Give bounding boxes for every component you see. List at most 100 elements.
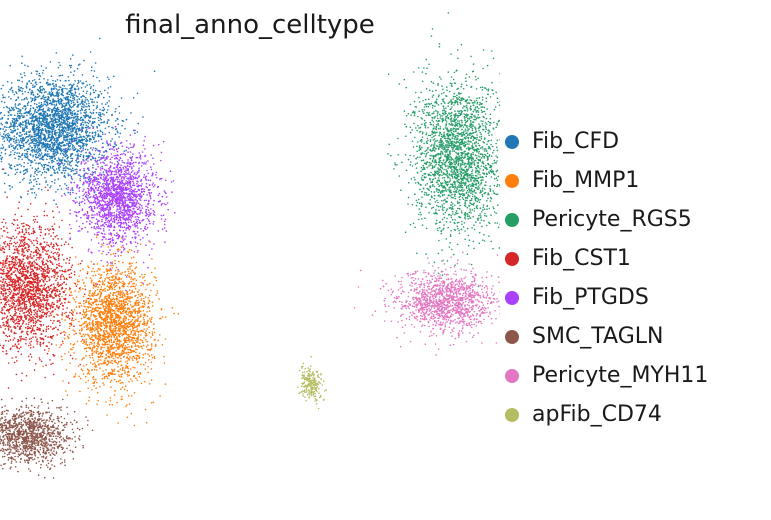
- data-point: [109, 397, 112, 399]
- data-point: [72, 147, 74, 150]
- data-point: [492, 93, 495, 95]
- data-point: [87, 125, 89, 128]
- data-point: [71, 114, 74, 117]
- data-point: [138, 311, 140, 314]
- data-point: [33, 192, 36, 194]
- data-point: [22, 124, 24, 126]
- data-point: [50, 160, 53, 162]
- data-point: [17, 97, 20, 99]
- data-point: [65, 135, 68, 137]
- data-point: [107, 360, 110, 362]
- data-point: [164, 383, 167, 385]
- data-point: [133, 309, 136, 312]
- data-point: [38, 74, 40, 77]
- data-point: [83, 169, 85, 172]
- data-point: [47, 134, 50, 136]
- data-point: [134, 332, 137, 335]
- data-point: [33, 128, 35, 131]
- data-point: [39, 87, 41, 89]
- data-point: [59, 133, 62, 135]
- data-point: [110, 321, 113, 324]
- data-point: [89, 51, 92, 53]
- data-point: [73, 149, 76, 151]
- data-point: [60, 188, 63, 190]
- data-point: [140, 299, 142, 302]
- data-point: [97, 360, 99, 363]
- data-point: [49, 145, 52, 148]
- data-point: [151, 333, 154, 335]
- data-point: [129, 292, 132, 295]
- data-point: [26, 83, 28, 86]
- data-point: [89, 346, 91, 349]
- data-point: [84, 109, 86, 112]
- data-point: [110, 264, 112, 267]
- data-point: [102, 334, 104, 337]
- data-point: [104, 295, 107, 298]
- data-point: [34, 131, 36, 134]
- data-point: [91, 141, 94, 144]
- data-point: [89, 98, 92, 100]
- data-point: [147, 344, 149, 346]
- data-point: [132, 279, 134, 281]
- data-point: [17, 164, 19, 166]
- data-point: [92, 339, 94, 341]
- data-point: [130, 340, 132, 342]
- data-point: [132, 283, 134, 285]
- data-point: [15, 145, 17, 148]
- data-point: [103, 182, 105, 185]
- data-point: [38, 140, 40, 142]
- data-point: [120, 254, 122, 257]
- data-point: [143, 320, 146, 323]
- data-point: [139, 295, 141, 298]
- data-point: [49, 83, 52, 86]
- data-point: [55, 154, 58, 156]
- data-point: [67, 142, 70, 144]
- data-point: [75, 134, 78, 136]
- data-point: [21, 153, 24, 155]
- data-point: [143, 302, 146, 304]
- data-point: [69, 325, 71, 328]
- data-point: [422, 110, 424, 113]
- data-point: [74, 290, 76, 292]
- data-point: [145, 330, 148, 332]
- data-point: [103, 283, 106, 286]
- data-point: [39, 75, 42, 77]
- data-point: [468, 191, 470, 193]
- data-point: [35, 194, 38, 196]
- data-point: [80, 102, 83, 104]
- data-point: [71, 159, 74, 162]
- data-point: [108, 278, 111, 281]
- data-point: [67, 95, 70, 98]
- data-point: [11, 130, 13, 132]
- data-point: [84, 285, 86, 287]
- data-point: [104, 312, 106, 315]
- data-point: [472, 63, 475, 65]
- data-point: [60, 110, 62, 112]
- data-point: [58, 86, 60, 88]
- data-point: [159, 395, 161, 397]
- data-point: [79, 80, 82, 82]
- data-point: [89, 341, 92, 344]
- data-point: [46, 102, 49, 105]
- data-point: [118, 316, 120, 318]
- data-point: [7, 174, 10, 176]
- data-point: [82, 102, 84, 105]
- data-point: [142, 310, 145, 312]
- data-point: [123, 294, 126, 297]
- data-point: [140, 330, 143, 332]
- data-point: [59, 166, 61, 168]
- data-point: [62, 342, 64, 345]
- data-point: [41, 89, 44, 91]
- data-point: [109, 350, 111, 352]
- data-point: [85, 111, 88, 113]
- data-point: [120, 303, 123, 306]
- data-point: [120, 354, 122, 357]
- data-point: [15, 141, 18, 144]
- data-point: [129, 312, 132, 315]
- data-point: [74, 116, 76, 119]
- data-point: [91, 149, 94, 151]
- data-point: [143, 300, 146, 303]
- data-point: [7, 111, 10, 113]
- data-point: [104, 278, 107, 280]
- data-point: [40, 189, 43, 191]
